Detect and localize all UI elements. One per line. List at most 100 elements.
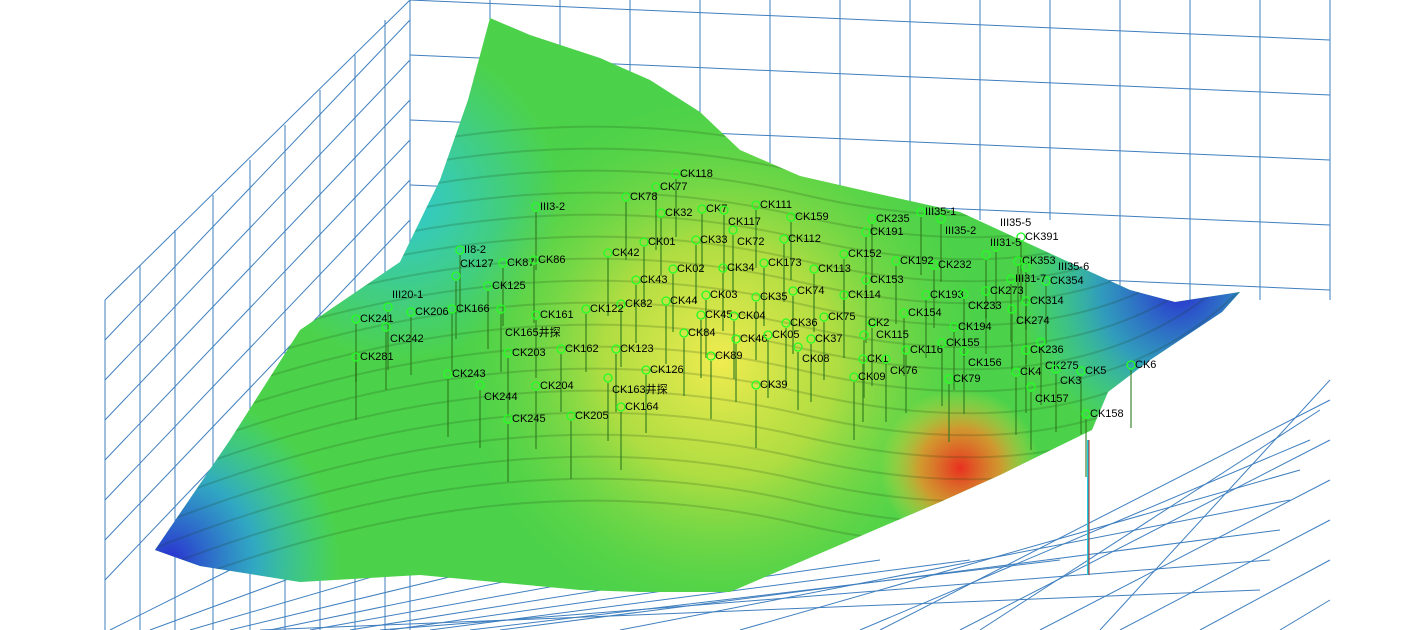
borehole-marker[interactable]: CK5 — [1076, 365, 1106, 377]
borehole-marker[interactable]: CK353 — [1013, 255, 1056, 267]
borehole-marker[interactable]: CK173 — [759, 257, 802, 269]
borehole-marker[interactable]: II8-2 — [455, 244, 486, 256]
borehole-marker[interactable]: CK74 — [788, 285, 825, 297]
borehole-marker[interactable]: CK314 — [1021, 295, 1064, 307]
borehole-marker[interactable]: CK274 — [1007, 304, 1050, 327]
borehole-marker[interactable]: CK153 — [861, 274, 904, 286]
borehole-marker[interactable]: III35-5 — [991, 217, 1031, 252]
borehole-marker[interactable]: CK82 — [616, 298, 653, 310]
borehole-marker[interactable]: CK152 — [839, 248, 882, 260]
borehole-marker[interactable]: CK275 — [1036, 337, 1079, 372]
borehole-marker[interactable]: CK35 — [751, 291, 788, 303]
borehole-marker[interactable]: III31-5 — [981, 237, 1021, 260]
borehole-marker[interactable]: CK281 — [351, 351, 394, 363]
borehole-marker[interactable]: CK89 — [706, 350, 743, 362]
borehole-marker[interactable]: CK04 — [729, 310, 766, 322]
borehole-marker[interactable]: III31-7 — [1006, 273, 1046, 285]
borehole-marker[interactable]: CK244 — [475, 380, 518, 403]
borehole-marker[interactable]: CK76 — [881, 354, 918, 377]
borehole-marker[interactable]: CK162 — [556, 343, 599, 355]
borehole-label: CK154 — [908, 307, 942, 319]
borehole-marker[interactable]: CK39 — [751, 379, 788, 391]
borehole-marker[interactable]: CK122 — [581, 303, 624, 315]
borehole-marker[interactable]: CK191 — [861, 226, 904, 238]
borehole-marker[interactable]: CK115 — [867, 318, 909, 341]
borehole-marker[interactable]: CK193 — [921, 289, 964, 301]
borehole-marker[interactable]: CK164 — [616, 401, 659, 413]
borehole-marker[interactable]: III20-1 — [383, 289, 423, 312]
borehole-marker[interactable]: CK09 — [849, 371, 886, 383]
borehole-marker[interactable]: CK127 — [451, 258, 494, 281]
borehole-marker[interactable]: CK156 — [959, 346, 1002, 369]
borehole-marker[interactable]: III35-6 — [1021, 261, 1089, 273]
borehole-marker[interactable]: III35-1 — [916, 206, 956, 218]
borehole-marker[interactable]: CK161 — [531, 309, 574, 321]
borehole-marker[interactable]: CK43 — [631, 274, 668, 286]
borehole-marker[interactable]: CK4 — [1011, 366, 1041, 378]
borehole-marker[interactable]: CK08 — [793, 342, 830, 365]
borehole-marker[interactable]: CK166 — [447, 303, 490, 315]
borehole-marker[interactable]: CK243 — [443, 368, 486, 380]
borehole-marker[interactable]: CK77 — [651, 181, 688, 193]
borehole-marker[interactable]: CK02 — [668, 263, 705, 275]
borehole-marker[interactable]: III3-2 — [531, 201, 565, 213]
borehole-marker[interactable]: CK233 — [959, 289, 1002, 312]
borehole-marker[interactable]: CK36 — [781, 317, 818, 329]
borehole-marker[interactable]: CK205 — [566, 410, 609, 422]
borehole-marker[interactable]: CK44 — [661, 295, 698, 307]
borehole-marker[interactable]: CK72 — [728, 225, 765, 248]
borehole-marker[interactable]: CK37 — [806, 333, 843, 345]
borehole-marker[interactable]: CK6 — [1126, 359, 1156, 371]
borehole-marker[interactable]: CK163井探 — [603, 373, 668, 396]
borehole-marker[interactable]: CK241 — [351, 313, 394, 325]
borehole-marker[interactable]: CK113 — [809, 263, 851, 275]
borehole-marker[interactable]: CK84 — [679, 327, 716, 339]
borehole-marker[interactable]: CK34 — [718, 262, 755, 274]
borehole-marker[interactable]: CK391 — [1016, 231, 1059, 243]
borehole-marker[interactable]: CK157 — [1026, 382, 1069, 405]
borehole-marker[interactable]: CK33 — [691, 234, 728, 246]
borehole-marker[interactable]: CK01 — [639, 236, 676, 248]
borehole-marker[interactable]: CK194 — [949, 321, 992, 333]
borehole-marker[interactable]: CK75 — [819, 311, 856, 323]
borehole-marker[interactable]: CK86 — [529, 254, 566, 266]
borehole-marker[interactable]: CK114 — [839, 289, 881, 301]
borehole-marker[interactable]: CK126 — [641, 364, 684, 376]
borehole-marker[interactable]: CK232 — [929, 259, 972, 271]
borehole-marker[interactable]: CK245 — [503, 413, 546, 425]
borehole-marker[interactable]: CK32 — [656, 207, 693, 219]
borehole-marker[interactable]: CK154 — [899, 307, 942, 319]
borehole-marker[interactable]: III35-2 — [936, 214, 976, 237]
borehole-marker[interactable]: CK206 — [406, 306, 449, 318]
borehole-marker[interactable]: CK155 — [937, 337, 980, 349]
borehole-marker[interactable]: CK203 — [503, 347, 546, 359]
borehole-marker[interactable]: CK235 — [867, 213, 910, 225]
borehole-marker[interactable]: CK159 — [786, 211, 829, 223]
borehole-marker[interactable]: CK03 — [701, 289, 738, 301]
borehole-marker[interactable]: CK111 — [751, 199, 792, 211]
borehole-marker[interactable]: CK192 — [891, 255, 934, 267]
borehole-marker[interactable]: CK354 — [1041, 275, 1084, 287]
borehole-marker[interactable]: CK242 — [381, 322, 424, 345]
borehole-marker[interactable]: CK42 — [603, 247, 640, 259]
borehole-marker[interactable]: CK78 — [621, 191, 658, 203]
borehole-marker[interactable]: CK2 — [859, 317, 889, 340]
borehole-marker[interactable]: CK158 — [1081, 408, 1124, 420]
borehole-marker[interactable]: CK125 — [483, 280, 526, 292]
borehole-marker[interactable]: CK45 — [696, 309, 733, 321]
borehole-marker[interactable]: CK117 — [719, 205, 761, 228]
borehole-marker[interactable]: CK3 — [1051, 364, 1081, 387]
borehole-marker[interactable]: CK79 — [944, 373, 981, 385]
borehole-marker[interactable]: CK112 — [779, 233, 821, 245]
borehole-marker[interactable]: CK46 — [731, 333, 768, 345]
borehole-marker[interactable]: CK116 — [901, 344, 943, 356]
borehole-marker[interactable]: CK05 — [763, 329, 800, 341]
borehole-marker[interactable]: CK123 — [611, 343, 654, 355]
borehole-marker[interactable]: CK236 — [1021, 344, 1064, 356]
borehole-marker[interactable]: CK87 — [498, 257, 535, 269]
borehole-marker[interactable]: CK118 — [671, 168, 713, 180]
borehole-marker[interactable]: CK204 — [531, 380, 574, 392]
borehole-marker[interactable]: CK165井探 — [496, 304, 561, 339]
borehole-marker[interactable]: CK273 — [981, 285, 1024, 297]
